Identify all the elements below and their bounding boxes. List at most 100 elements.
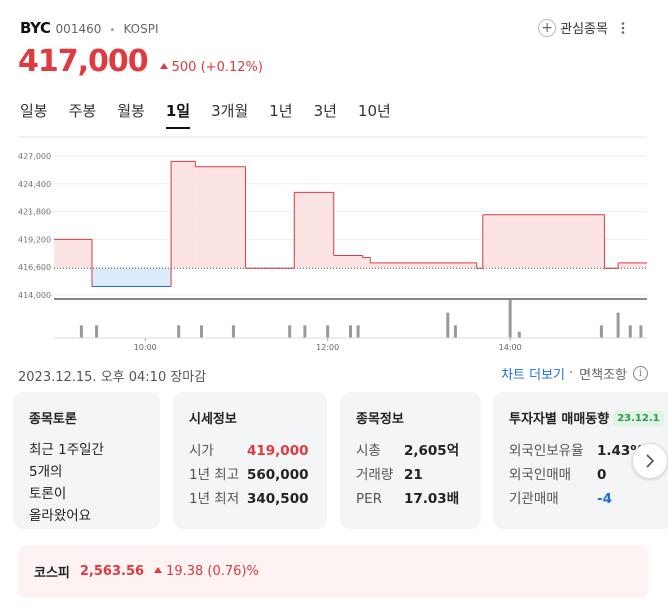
volume-bar <box>599 325 603 338</box>
tab-7[interactable]: 10년 <box>357 102 391 120</box>
y-tick-label: 414,000 <box>18 291 51 300</box>
stock-info-card[interactable]: 종목정보 시총 2,605억 거래량 21 PER 17.03배 <box>340 392 481 529</box>
index-bar[interactable]: 코스피 2,563.56 19.38 (0.76)% <box>18 545 648 598</box>
stock-name: BYC <box>20 19 51 37</box>
separator-dot: • <box>109 25 116 36</box>
stock-info-title: 종목정보 <box>356 412 404 427</box>
volume-bar <box>453 325 457 338</box>
kv-key: 시총 <box>356 443 381 459</box>
kv-key: 외국인보유율 <box>509 443 584 459</box>
tab-1[interactable]: 주봉 <box>68 102 97 120</box>
tab-0[interactable]: 일봉 <box>20 102 48 120</box>
kv-row: 1년 최고 560,000 <box>189 463 311 487</box>
volume-bar <box>349 325 352 338</box>
investor-trend-card[interactable]: 투자자별 매매동향 23.12.1 외국인보유율 1.43% 외국인매매 0 기관매매… <box>493 392 668 529</box>
kv-row: PER 17.03배 <box>356 487 465 511</box>
kv-value: 21 <box>404 467 423 483</box>
market-info-card[interactable]: 시세정보 시가 419,000 1년 최고 560,000 1년 최저 340,500 <box>173 392 327 529</box>
market-info-title: 시세정보 <box>189 412 237 427</box>
kv-row: 외국인매매 0 <box>509 463 652 487</box>
summary-cards: 종목토론 최근 1주일간 5개의 토론이 올라왔어요 시세정보 시가 419,00… <box>13 392 668 530</box>
stock-header: BYC 001460 • KOSPI + 관심종목 <box>20 18 650 42</box>
up-area <box>294 192 334 269</box>
kv-key: 외국인매매 <box>509 467 572 483</box>
plus-circle-icon: + <box>538 18 557 37</box>
volume-bar <box>508 300 512 338</box>
add-favorite-button[interactable]: + 관심종목 <box>538 18 630 37</box>
info-icon[interactable]: i <box>633 366 648 381</box>
kv-row: 외국인보유율 1.43% <box>509 439 652 463</box>
up-area <box>482 214 605 269</box>
up-area <box>54 239 93 269</box>
volume-bar <box>616 312 620 338</box>
tab-3[interactable]: 1일 <box>165 100 191 129</box>
index-value: 2,563.56 <box>79 564 145 579</box>
kv-row: 시총 2,605억 <box>356 439 465 463</box>
favorite-label: 관심종목 <box>560 22 608 37</box>
x-tick-label: 12:00 <box>316 343 339 352</box>
discussion-text: 최근 1주일간 5개의 토론이 올라왔어요 <box>29 439 144 527</box>
y-tick-label: 419,200 <box>18 235 51 244</box>
change-percent: (+0.12%) <box>200 60 263 75</box>
volume-bar <box>288 325 292 338</box>
kebab-icon[interactable] <box>616 21 630 35</box>
x-tick-label: 14:00 <box>499 343 522 352</box>
kv-row: 시가 419,000 <box>189 439 311 463</box>
discussion-line: 토론이 <box>29 486 67 502</box>
next-card-button[interactable] <box>632 443 668 479</box>
x-tick-label: 10:00 <box>134 343 157 352</box>
volume-bar <box>199 325 203 338</box>
investor-trend-title: 투자자별 매매동향 23.12.1 <box>509 408 664 427</box>
investor-trend-title-text: 투자자별 매매동향 <box>509 412 610 427</box>
kv-key: 시가 <box>189 443 214 459</box>
market-name: KOSPI <box>123 22 159 36</box>
chevron-right-icon <box>646 454 655 468</box>
y-tick-label: 427,000 <box>18 152 51 161</box>
price-change: 500 (+0.12%) <box>159 60 263 75</box>
up-area <box>370 262 378 269</box>
chart-more-link[interactable]: 차트 더보기 <box>501 368 566 383</box>
y-tick-label: 421,800 <box>18 208 51 217</box>
index-change: 19.38 (0.76)% <box>154 564 259 579</box>
discussion-card[interactable]: 종목토론 최근 1주일간 5개의 토론이 올라왔어요 <box>13 392 160 529</box>
up-triangle-icon <box>154 567 163 573</box>
disclaimer-link[interactable]: 면책조항 <box>579 368 627 383</box>
tab-2[interactable]: 월봉 <box>117 102 145 120</box>
kv-key: 거래량 <box>356 467 394 483</box>
up-area <box>377 262 477 269</box>
kv-value: 419,000 <box>247 443 309 459</box>
kv-row: 거래량 21 <box>356 463 465 487</box>
volume-bar <box>177 325 181 338</box>
kv-key: 1년 최고 <box>189 467 240 483</box>
kv-key: 기관매매 <box>509 491 559 507</box>
volume-bar <box>639 325 643 338</box>
tab-5[interactable]: 1년 <box>269 102 293 120</box>
discussion-title: 종목토론 <box>29 412 77 427</box>
volume-bar <box>95 325 99 338</box>
kv-value: 560,000 <box>247 467 309 483</box>
up-area <box>362 257 371 269</box>
volume-bar <box>326 325 330 338</box>
discussion-line: 5개의 <box>29 464 63 480</box>
stock-code: 001460 <box>55 22 102 36</box>
discussion-line: 올라왔어요 <box>29 508 92 524</box>
period-tabs: 일봉 주봉 월봉 1일 3개월 1년 3년 10년 <box>20 100 412 129</box>
price-chart[interactable]: 427,000 424,400 421,800 419,200 416,600 414,0… <box>0 135 668 355</box>
down-area <box>92 268 172 287</box>
kv-row: 1년 최저 340,500 <box>189 487 311 511</box>
price-chart-svg: 427,000 424,400 421,800 419,200 416,600 414,0… <box>18 136 647 352</box>
up-area <box>171 161 196 269</box>
y-tick-label: 424,400 <box>18 180 51 189</box>
date-badge: 23.12.1 <box>613 411 664 426</box>
up-area <box>195 166 246 269</box>
volume-bar <box>231 325 235 338</box>
kv-value: 2,605억 <box>404 443 460 459</box>
discussion-line: 최근 1주일간 <box>29 442 104 458</box>
change-amount: 500 <box>171 60 197 75</box>
index-label: 코스피 <box>34 566 70 581</box>
kv-row: 기관매매 -4 <box>509 487 652 511</box>
link-separator: · <box>569 366 574 381</box>
kv-key: 1년 최저 <box>189 491 240 507</box>
tab-4[interactable]: 3개월 <box>211 102 249 120</box>
tab-6[interactable]: 3년 <box>313 102 337 120</box>
